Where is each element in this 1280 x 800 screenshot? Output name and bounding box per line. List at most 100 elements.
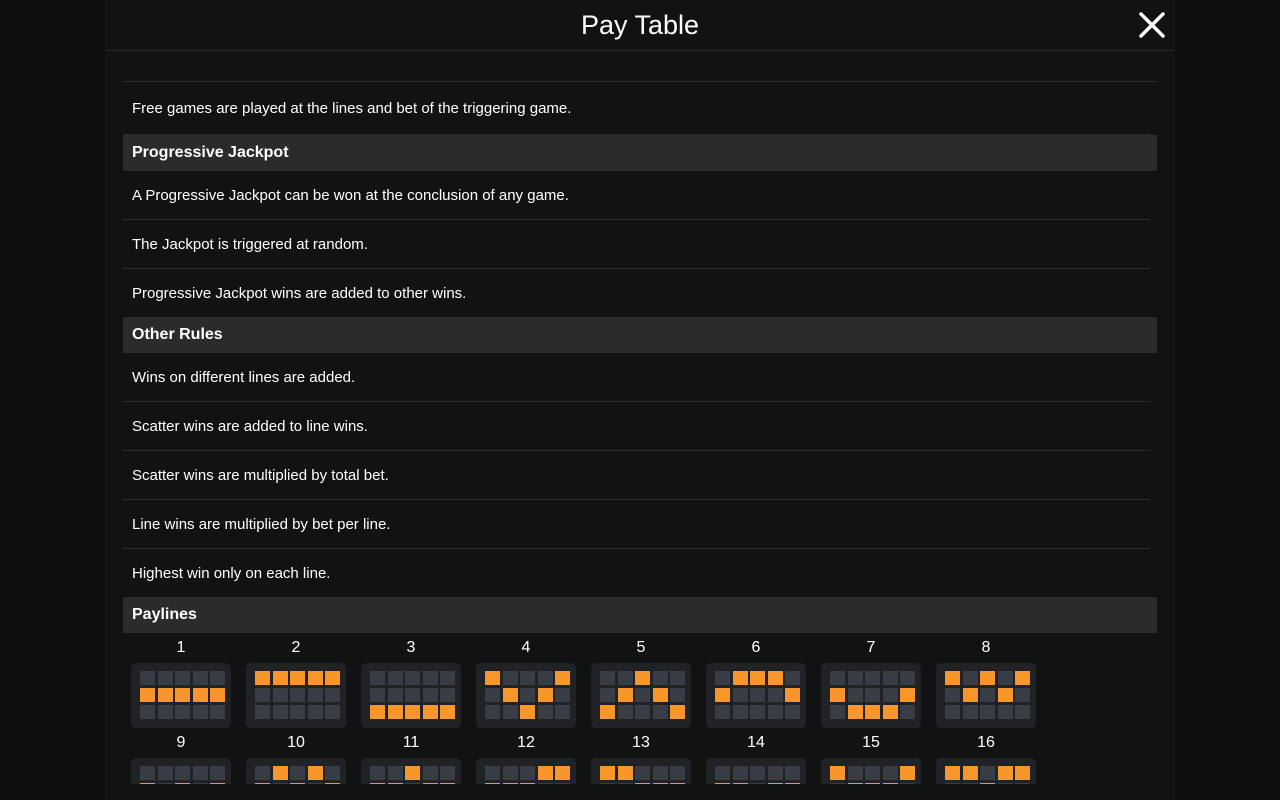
section: Paylines 1 2 3 4 5 6 7 8 9 10 11 12 13 14 15 16 bbox=[123, 597, 1157, 784]
payline-cell-active bbox=[670, 705, 685, 719]
payline-cell bbox=[272, 688, 288, 702]
payline-cell bbox=[785, 766, 800, 780]
payline-number: 13 bbox=[632, 734, 650, 751]
payline-cell bbox=[767, 705, 783, 719]
payline-cell-active bbox=[715, 688, 730, 702]
payline-cell bbox=[485, 688, 500, 702]
payline-cell-active bbox=[405, 705, 420, 719]
payline: 2 bbox=[246, 633, 361, 728]
payline-cell bbox=[865, 766, 880, 780]
payline-cell bbox=[290, 688, 305, 702]
section-heading: Other Rules bbox=[123, 317, 1157, 353]
payline-cell-active bbox=[387, 705, 403, 719]
payline-cell bbox=[767, 766, 783, 780]
payline-cell bbox=[157, 783, 173, 784]
payline-cell-active bbox=[945, 766, 960, 780]
payline-cell-active bbox=[997, 766, 1013, 780]
payline-cell-active bbox=[255, 783, 270, 784]
payline: 9 bbox=[131, 728, 246, 784]
payline-cell bbox=[157, 766, 173, 780]
payline-cell-active bbox=[272, 766, 288, 780]
payline-cell-active bbox=[175, 688, 190, 702]
payline-cell-active bbox=[325, 671, 340, 685]
payline-cell bbox=[140, 705, 155, 719]
payline-cell bbox=[750, 783, 765, 784]
close-button[interactable] bbox=[1138, 11, 1166, 39]
payline-cell bbox=[140, 671, 155, 685]
payline-grid bbox=[821, 663, 921, 728]
payline-cell-active bbox=[962, 688, 978, 702]
rule-text: Wins on different lines are added. bbox=[123, 353, 1150, 402]
payline-cell-active bbox=[555, 766, 570, 780]
payline-cell bbox=[485, 766, 500, 780]
payline-cell-active bbox=[865, 705, 880, 719]
payline-cell bbox=[670, 671, 685, 685]
payline-cell bbox=[785, 671, 800, 685]
payline-cell bbox=[157, 671, 173, 685]
section: Free games are played at the lines and b… bbox=[123, 82, 1157, 135]
payline-grid bbox=[706, 663, 806, 728]
payline: 7 bbox=[821, 633, 936, 728]
payline-cell-active bbox=[1015, 766, 1030, 780]
payline-cell bbox=[1015, 705, 1030, 719]
rule-text: Scatter wins are multiplied by total bet… bbox=[123, 451, 1150, 500]
payline-grid bbox=[706, 758, 806, 784]
payline-cell bbox=[325, 705, 340, 719]
payline-cell bbox=[210, 705, 225, 719]
payline-cell bbox=[830, 705, 845, 719]
payline-cell bbox=[715, 705, 730, 719]
payline-cell-active bbox=[210, 688, 225, 702]
title: Pay Table bbox=[580, 10, 700, 40]
payline-number: 6 bbox=[751, 639, 761, 656]
payline-cell-active bbox=[520, 705, 535, 719]
payline-cell bbox=[945, 783, 960, 784]
payline-number: 1 bbox=[176, 639, 186, 656]
payline-cell bbox=[405, 671, 420, 685]
payline-cell bbox=[157, 705, 173, 719]
payline-cell-active bbox=[520, 783, 535, 784]
payline-cell bbox=[882, 766, 898, 780]
payline-cell bbox=[370, 671, 385, 685]
payline-cell-active bbox=[140, 783, 155, 784]
payline-cell-active bbox=[847, 783, 863, 784]
payline-cell bbox=[175, 766, 190, 780]
payline-number: 15 bbox=[862, 734, 880, 751]
payline: 5 bbox=[591, 633, 706, 728]
payline-cell bbox=[255, 766, 270, 780]
payline-cell-active bbox=[307, 766, 323, 780]
rule-text: Highest win only on each line. bbox=[132, 564, 331, 582]
payline-cell-active bbox=[900, 766, 915, 780]
payline-cell bbox=[422, 671, 438, 685]
payline-cell-active bbox=[387, 783, 403, 784]
payline-cell bbox=[962, 783, 978, 784]
payline-cell-active bbox=[140, 688, 155, 702]
payline-cell bbox=[715, 766, 730, 780]
payline-cell bbox=[670, 688, 685, 702]
payline-cell bbox=[865, 671, 880, 685]
payline-cell bbox=[307, 705, 323, 719]
payline-cell bbox=[830, 783, 845, 784]
payline-cell bbox=[847, 671, 863, 685]
payline-cell-active bbox=[847, 705, 863, 719]
payline-cell bbox=[767, 688, 783, 702]
payline-cell bbox=[537, 783, 553, 784]
payline-grid bbox=[361, 758, 461, 784]
payline-cell bbox=[272, 705, 288, 719]
payline-cell-active bbox=[785, 783, 800, 784]
payline-cell bbox=[520, 671, 535, 685]
payline-cell bbox=[405, 783, 420, 784]
payline-cell bbox=[192, 705, 208, 719]
payline-cell bbox=[997, 783, 1013, 784]
payline-cell bbox=[962, 705, 978, 719]
payline-cell-active bbox=[210, 783, 225, 784]
payline-cell-active bbox=[830, 688, 845, 702]
payline-cell bbox=[962, 671, 978, 685]
payline-number: 7 bbox=[866, 639, 876, 656]
rule-text: A Progressive Jackpot can be won at the … bbox=[123, 171, 1150, 220]
payline-cell-active bbox=[307, 671, 323, 685]
payline-cell bbox=[502, 705, 518, 719]
payline-cell bbox=[290, 766, 305, 780]
rule-text: Free games are played at the lines and b… bbox=[123, 82, 1150, 135]
payline-cell-active bbox=[997, 688, 1013, 702]
payline-cell-active bbox=[750, 671, 765, 685]
